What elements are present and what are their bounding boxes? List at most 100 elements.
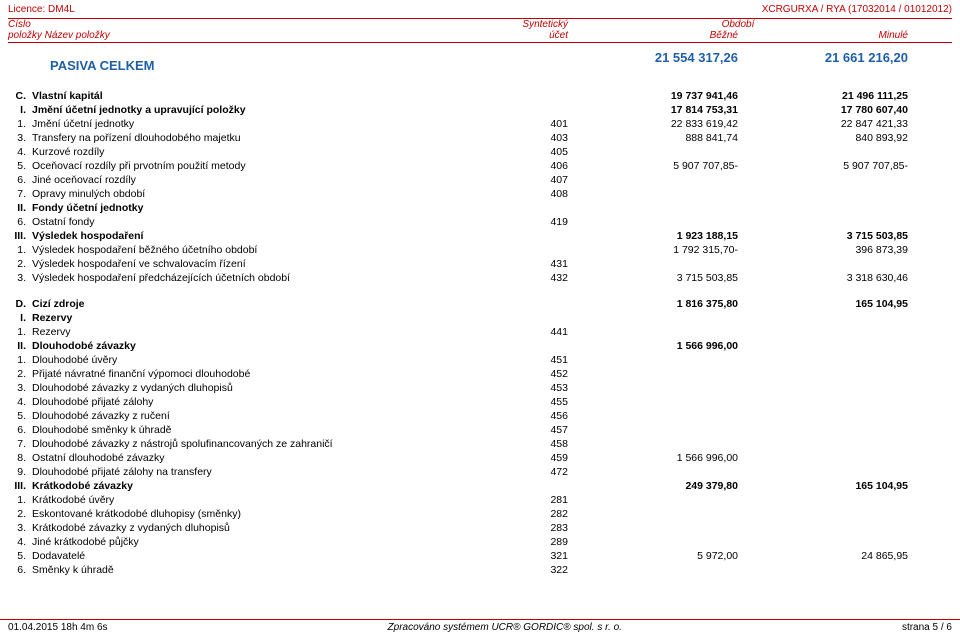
row-name: Ostatní fondy [28, 215, 448, 229]
row-name: Přijaté návratné finanční výpomoci dlouh… [28, 367, 448, 381]
column-header-row-2: položky Název položky účet Běžné Minulé [0, 30, 960, 41]
row-previous [738, 395, 908, 409]
row-index: 5. [8, 409, 28, 423]
row-current [568, 563, 738, 577]
row-account: 419 [448, 215, 568, 229]
row-account: 457 [448, 423, 568, 437]
row-previous [738, 493, 908, 507]
row-previous [738, 451, 908, 465]
row-name: Krátkodobé závazky [28, 479, 448, 493]
row-index: 3. [8, 521, 28, 535]
row-name: Oceňovací rozdíly při prvotním použití m… [28, 159, 448, 173]
table-row: 3.Dlouhodobé závazky z vydaných dluhopis… [8, 381, 952, 395]
row-index: 1. [8, 243, 28, 257]
row-index: I. [8, 103, 28, 117]
table-row: C.Vlastní kapitál19 737 941,4621 496 111… [8, 89, 952, 103]
row-account: 441 [448, 325, 568, 339]
table-row: 4.Jiné krátkodobé půjčky289 [8, 535, 952, 549]
row-account [448, 297, 568, 311]
column-header-row-1: Číslo Syntetický Období [0, 19, 960, 30]
row-current [568, 465, 738, 479]
table-row: 2.Výsledek hospodaření ve schvalovacím ř… [8, 257, 952, 271]
row-index: 7. [8, 437, 28, 451]
section-current: 21 554 317,26 [568, 51, 738, 81]
row-name: Výsledek hospodaření [28, 229, 448, 243]
rows-block-2: D.Cizí zdroje1 816 375,80165 104,95I.Rez… [8, 297, 952, 577]
row-index: 9. [8, 465, 28, 479]
section-previous: 21 661 216,20 [738, 51, 908, 81]
row-name: Jiné oceňovací rozdíly [28, 173, 448, 187]
row-name: Dlouhodobé směnky k úhradě [28, 423, 448, 437]
row-index: 4. [8, 145, 28, 159]
page-footer: 01.04.2015 18h 4m 6s Zpracováno systémem… [0, 619, 960, 637]
row-account: 451 [448, 353, 568, 367]
table-row: 1.Jmění účetní jednotky40122 833 619,422… [8, 117, 952, 131]
table-row: 4.Kurzové rozdíly405 [8, 145, 952, 159]
row-current [568, 493, 738, 507]
hdr-account2: účet [448, 30, 568, 41]
row-account: 456 [448, 409, 568, 423]
row-account: 403 [448, 131, 568, 145]
row-current: 22 833 619,42 [568, 117, 738, 131]
footer-timestamp: 01.04.2015 18h 4m 6s [8, 622, 108, 633]
blank [8, 51, 28, 81]
row-account: 401 [448, 117, 568, 131]
row-previous: 21 496 111,25 [738, 89, 908, 103]
table-row: 1.Krátkodobé úvěry281 [8, 493, 952, 507]
row-index: 1. [8, 353, 28, 367]
hdr-period: Období [568, 19, 908, 30]
row-index: 7. [8, 187, 28, 201]
hdr-account: Syntetický [448, 19, 568, 30]
row-index: 5. [8, 159, 28, 173]
row-current [568, 381, 738, 395]
table-row: 6.Ostatní fondy419 [8, 215, 952, 229]
table-row: 7.Opravy minulých období408 [8, 187, 952, 201]
row-current [568, 521, 738, 535]
row-name: Rezervy [28, 311, 448, 325]
row-previous [738, 257, 908, 271]
row-account [448, 201, 568, 215]
row-previous: 3 318 630,46 [738, 271, 908, 285]
row-index: 2. [8, 507, 28, 521]
row-current: 1 816 375,80 [568, 297, 738, 311]
row-account: 289 [448, 535, 568, 549]
row-current: 5 907 707,85- [568, 159, 738, 173]
table-row: 5.Dlouhodobé závazky z ručení456 [8, 409, 952, 423]
row-current: 19 737 941,46 [568, 89, 738, 103]
row-name: Fondy účetní jednotky [28, 201, 448, 215]
row-account: 281 [448, 493, 568, 507]
row-current: 5 972,00 [568, 549, 738, 563]
row-account: 283 [448, 521, 568, 535]
row-previous [738, 381, 908, 395]
row-previous [738, 187, 908, 201]
row-account: 321 [448, 549, 568, 563]
row-account: 455 [448, 395, 568, 409]
table-row: II.Fondy účetní jednotky [8, 201, 952, 215]
row-account: 282 [448, 507, 568, 521]
row-previous: 840 893,92 [738, 131, 908, 145]
row-previous: 396 873,39 [738, 243, 908, 257]
table-row: 2.Přijaté návratné finanční výpomoci dlo… [8, 367, 952, 381]
row-index: 3. [8, 381, 28, 395]
row-account: 322 [448, 563, 568, 577]
row-current: 1 792 315,70- [568, 243, 738, 257]
row-name: Dlouhodobé závazky z vydaných dluhopisů [28, 381, 448, 395]
table-row: 1.Výsledek hospodaření běžného účetního … [8, 243, 952, 257]
table-row: 3.Výsledek hospodaření předcházejících ú… [8, 271, 952, 285]
row-name: Dlouhodobé přijaté zálohy na transfery [28, 465, 448, 479]
spacer [8, 285, 952, 297]
row-name: Krátkodobé úvěry [28, 493, 448, 507]
hdr-number: Číslo [8, 19, 448, 30]
row-account [448, 103, 568, 117]
row-account: 405 [448, 145, 568, 159]
row-index: 3. [8, 271, 28, 285]
row-previous [738, 215, 908, 229]
row-account: 408 [448, 187, 568, 201]
table-row: I.Jmění účetní jednotky a upravující pol… [8, 103, 952, 117]
table-row: 6.Dlouhodobé směnky k úhradě457 [8, 423, 952, 437]
report-code: XCRGURXA / RYA (17032014 / 01012012) [762, 4, 952, 15]
row-account: 472 [448, 465, 568, 479]
row-previous [738, 353, 908, 367]
row-index: 3. [8, 131, 28, 145]
row-previous [738, 339, 908, 353]
